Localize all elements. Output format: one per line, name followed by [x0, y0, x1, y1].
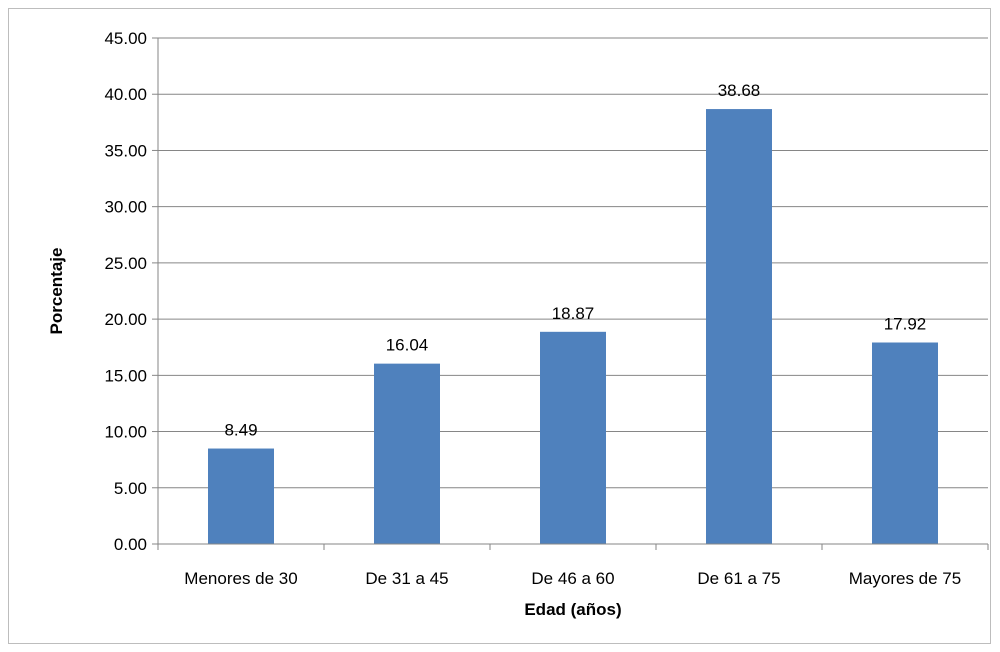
y-tick-label: 35.00	[104, 141, 147, 160]
y-tick-label: 5.00	[114, 479, 147, 498]
bar	[208, 448, 274, 544]
y-tick-label: 45.00	[104, 29, 147, 48]
data-label: 17.92	[884, 314, 927, 333]
y-tick-label: 10.00	[104, 423, 147, 442]
x-tick-label: De 61 a 75	[697, 569, 780, 588]
data-label: 18.87	[552, 304, 595, 323]
data-label: 8.49	[224, 421, 257, 440]
data-label: 38.68	[718, 81, 761, 100]
y-tick-label: 40.00	[104, 85, 147, 104]
y-axis-title: Porcentaje	[47, 248, 66, 335]
data-labels: 8.49 16.04 18.87 38.68 17.92	[224, 81, 926, 439]
bar	[872, 342, 938, 544]
x-axis-ticks: Menores de 30 De 31 a 45 De 46 a 60 De 61 a…	[157, 544, 989, 588]
y-tick-label: 0.00	[114, 535, 147, 554]
bar	[706, 109, 772, 545]
y-tick-label: 20.00	[104, 310, 147, 329]
x-tick-label: De 46 a 60	[531, 569, 614, 588]
x-tick-label: De 31 a 45	[365, 569, 448, 588]
y-axis-ticks: 0.00 5.00 10.00 15.00 20.00 25.00 30.00 35.00 40…	[104, 29, 158, 554]
y-tick-label: 30.00	[104, 198, 147, 217]
bar	[374, 363, 440, 544]
y-tick-label: 15.00	[104, 366, 147, 385]
gridlines	[158, 37, 988, 489]
bars	[208, 109, 938, 545]
y-tick-label: 25.00	[104, 254, 147, 273]
chart-frame	[8, 8, 991, 644]
x-tick-label: Mayores de 75	[849, 569, 961, 588]
x-axis-title: Edad (años)	[524, 600, 621, 619]
data-label: 16.04	[386, 336, 429, 355]
bar	[540, 331, 606, 544]
x-tick-label: Menores de 30	[184, 569, 297, 588]
